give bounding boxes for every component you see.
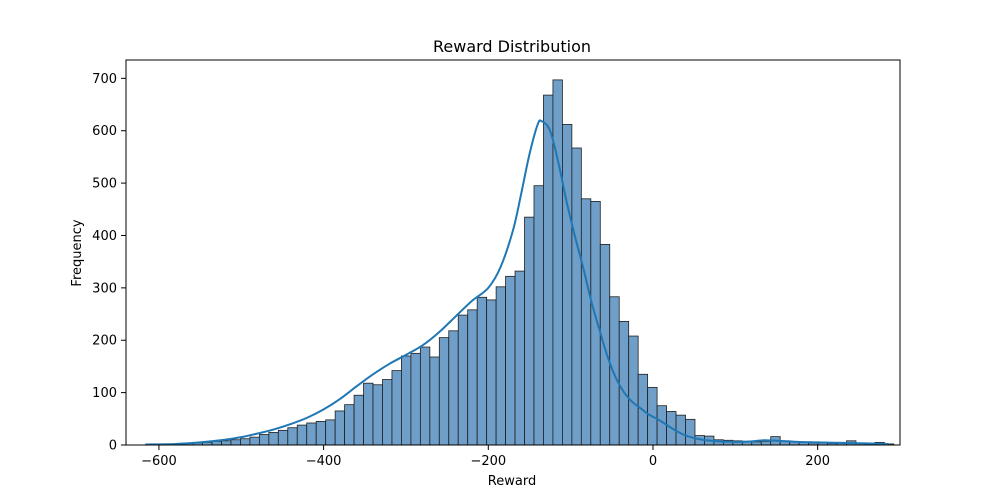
histogram-bar	[524, 216, 535, 446]
histogram-bar	[410, 352, 421, 446]
histogram-bar	[306, 422, 317, 446]
histogram-bar	[240, 438, 251, 446]
histogram-bar	[618, 320, 630, 446]
histogram-bar	[571, 147, 582, 446]
histogram-bar	[419, 346, 431, 446]
histogram-bar	[533, 185, 544, 446]
histogram-bar	[580, 198, 592, 446]
histogram-bar	[760, 440, 772, 446]
y-tick-label: 400	[92, 229, 117, 244]
histogram-bar	[277, 429, 289, 446]
histogram-bar	[448, 330, 459, 446]
y-tick-label: 200	[92, 334, 117, 349]
histogram-bar	[685, 418, 696, 446]
x-tick-label: −600	[141, 454, 177, 469]
kde-curve	[145, 119, 889, 446]
plot-frame	[125, 59, 901, 446]
x-tick-label: 0	[649, 454, 657, 469]
histogram-bar	[221, 440, 232, 446]
histogram-bar	[599, 243, 611, 446]
histogram-bar	[543, 94, 554, 446]
histogram-bar	[628, 335, 639, 446]
histogram-bar	[590, 201, 601, 446]
y-axis-label: Frequency	[70, 219, 85, 286]
histogram-bar	[552, 79, 563, 446]
histogram-bar	[486, 299, 497, 446]
histogram-bar	[230, 439, 241, 446]
x-axis: −600 −400 −200 0 200	[141, 445, 830, 469]
y-tick-label: 100	[92, 386, 117, 401]
histogram-bar	[249, 436, 260, 446]
x-tick-label: −200	[470, 454, 506, 469]
histogram-bar	[401, 355, 412, 446]
histogram-bar	[325, 419, 336, 446]
y-tick-label: 0	[109, 439, 117, 454]
y-axis: 0 100 200 300 400 500 600 700	[92, 72, 126, 454]
histogram-bar	[675, 414, 686, 446]
histogram-bar	[495, 286, 506, 446]
y-tick-label: 700	[92, 72, 117, 87]
y-tick-label: 500	[92, 177, 117, 192]
histogram-bar	[562, 124, 573, 446]
histogram-bar	[334, 410, 346, 446]
histogram-bar	[609, 296, 620, 446]
histogram-bar	[353, 394, 364, 446]
histogram-bar	[429, 356, 440, 446]
chart-title: Reward Distribution	[433, 37, 591, 56]
histogram-bar	[457, 314, 469, 446]
histogram-bar	[656, 405, 667, 446]
histogram-bar	[344, 404, 355, 446]
histogram-bars	[145, 79, 895, 446]
histogram-bar	[296, 424, 308, 446]
histogram-bar	[382, 379, 393, 446]
histogram-bar	[467, 309, 478, 446]
histogram-bar	[505, 275, 516, 446]
histogram-bar	[363, 382, 374, 446]
histogram-bar	[287, 427, 298, 446]
histogram-bar	[268, 432, 279, 446]
x-tick-label: 200	[805, 454, 830, 469]
x-axis-label: Reward	[488, 474, 536, 489]
histogram-bar	[514, 270, 525, 446]
histogram-bar	[438, 337, 450, 446]
y-tick-label: 300	[92, 281, 117, 296]
histogram-bar	[372, 384, 383, 446]
y-tick-label: 600	[92, 124, 117, 139]
histogram-bar	[391, 370, 402, 446]
histogram-bar	[258, 434, 270, 446]
x-tick-label: −400	[306, 454, 342, 469]
histogram-bar	[315, 421, 327, 446]
histogram-bar	[476, 296, 488, 446]
